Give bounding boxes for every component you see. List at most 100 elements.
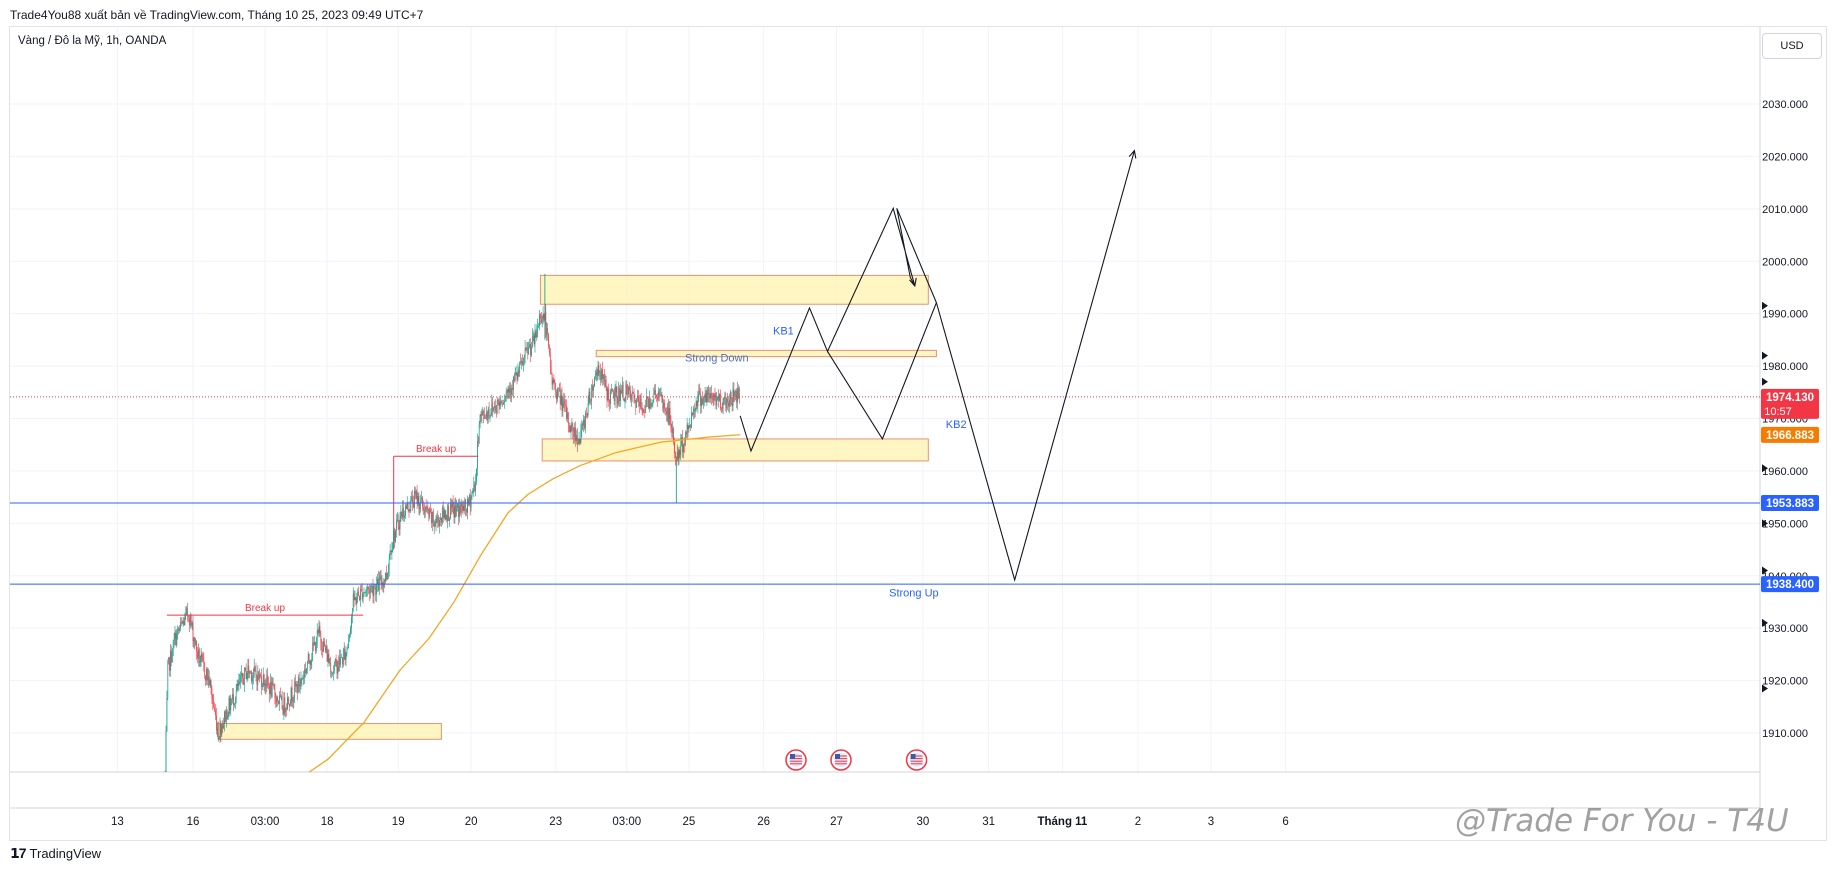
candle [209,677,211,688]
candle [495,399,496,414]
candle [366,586,368,597]
candle [538,322,539,329]
alert-marker-icon[interactable] [1762,464,1768,473]
y-tick-label: 1990.000 [1762,309,1808,321]
y-axis[interactable]: 2030.000 2020.000 2010.000 2000.000 1990.000… [1761,99,1819,740]
candle [245,663,247,680]
candle [684,430,686,446]
candle [604,374,606,388]
candle [274,683,276,705]
candle [273,684,275,690]
us-flag-event-icon[interactable] [905,749,928,771]
supply-demand-zone[interactable] [595,349,937,358]
candle [673,426,674,446]
alert-marker-icon[interactable] [1762,301,1768,310]
annotation-strong-up[interactable]: Strong Up [889,588,939,600]
candle [200,647,202,667]
candle [193,637,195,649]
supply-demand-zone[interactable] [217,723,442,740]
candle [333,661,335,674]
candle [170,643,171,677]
candle [206,666,207,686]
candle [265,678,267,695]
us-flag-event-icon[interactable] [830,749,852,771]
candle [469,489,471,516]
candle [667,398,669,426]
candle [216,707,217,735]
candle [727,392,728,411]
candle [390,550,392,555]
candle [315,641,316,655]
annotation-kb1[interactable]: KB1 [773,326,794,338]
candle [440,513,441,527]
candle [351,608,353,624]
break-up-marker[interactable]: Break up [166,603,364,616]
candle [338,655,340,672]
candle [709,387,710,403]
ma-price-label: 1966.883 [1761,426,1819,443]
candle [638,390,639,408]
candle [665,407,666,416]
candle [424,506,426,518]
alert-marker-icon[interactable] [1762,351,1768,360]
candle [189,614,190,633]
projection-path[interactable] [739,150,1135,582]
moving-average-line[interactable] [297,434,741,780]
candle [179,625,180,634]
alert-marker-icon[interactable] [1762,618,1768,627]
alert-marker-icon[interactable] [1762,519,1768,528]
candle [528,341,530,355]
candle [720,406,722,413]
supply-demand-zone[interactable] [541,438,929,462]
candle [324,644,326,654]
candle [662,395,664,412]
candle [512,379,513,397]
candle [648,396,649,410]
candle [313,636,314,652]
y-tick-label: 1930.000 [1762,623,1808,635]
candle [345,652,347,667]
candle [257,665,259,692]
candle [492,397,494,418]
candle [584,416,585,431]
candle [683,443,684,459]
supply-demand-zone[interactable] [539,274,929,305]
candle [180,617,182,626]
candle [460,499,462,518]
candle [659,387,661,397]
candle [310,659,312,670]
alert-marker-icon[interactable] [1762,684,1768,693]
candle [542,306,544,325]
tradingview-logo[interactable]: 𝟭7 TradingView [10,845,101,862]
projection-path-alt[interactable] [827,302,937,441]
candle [444,508,446,521]
candle [574,422,575,444]
candle [682,429,683,458]
alert-marker-icon[interactable] [1762,566,1768,575]
candle [341,653,342,659]
us-flag-event-icon[interactable] [785,749,807,771]
candle [589,387,591,404]
candle [496,397,498,415]
annotation-kb2[interactable]: KB2 [946,419,967,431]
candle [383,578,385,594]
candle [640,392,642,411]
candle [475,473,476,497]
candle [214,702,215,712]
candle [520,353,521,366]
candle [685,431,687,438]
annotation-strong-down[interactable]: Strong Down [685,352,749,364]
currency-button[interactable]: USD [1762,33,1822,59]
candle [576,427,578,452]
alert-marker-icon[interactable] [1762,377,1768,386]
candle [167,659,169,701]
candle [630,393,632,407]
candle [297,680,298,701]
candle [636,398,638,408]
candle [634,394,636,404]
candle [455,497,457,518]
break-up-marker[interactable]: Break up [393,444,479,550]
x-axis[interactable]: 13 16 03:00 18 19 20 23 03:00 25 26 27 30 31 Tháng 11… [111,816,1289,828]
candle [443,506,445,519]
